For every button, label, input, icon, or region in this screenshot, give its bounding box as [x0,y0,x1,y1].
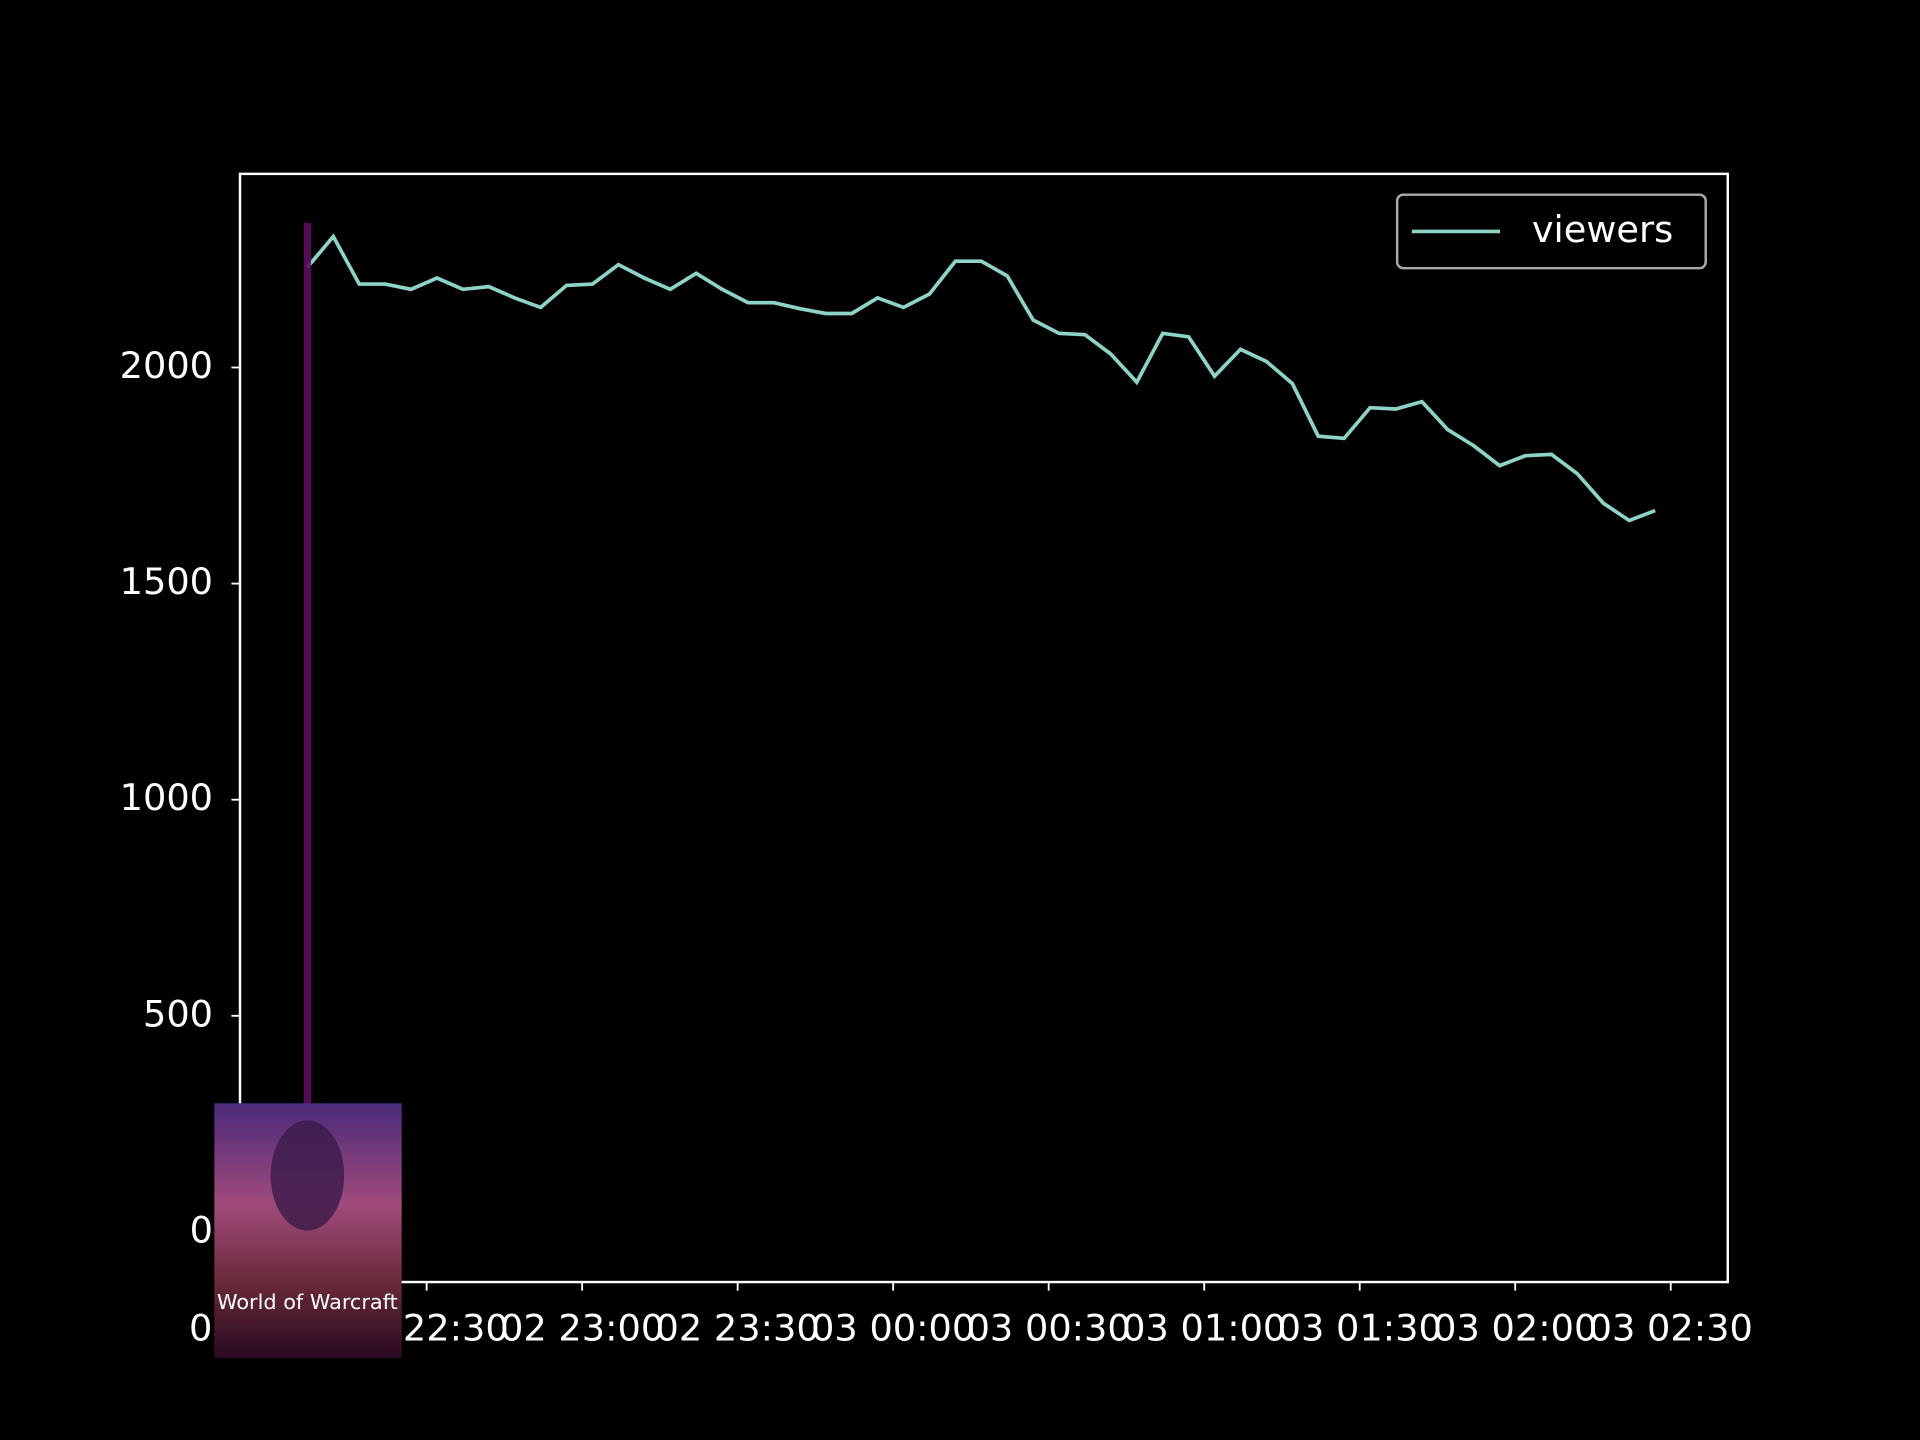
x-tick-label: 03 02:30 [1589,1306,1753,1349]
x-tick-label: 03 01:30 [1278,1306,1442,1349]
y-tick-label: 2000 [120,344,213,387]
annotation-label: World of Warcraft [217,1290,398,1314]
legend-label: viewers [1532,208,1673,251]
x-tick-label: 02 23:30 [656,1306,820,1349]
x-tick-label: 03 01:00 [1122,1306,1286,1349]
y-tick-label: 1500 [120,560,213,603]
line [305,233,1656,523]
cover-figure [270,1120,345,1231]
y-tick-label: 500 [143,992,213,1035]
x-tick-label: 03 00:00 [811,1306,975,1349]
legend-box [1395,193,1707,270]
y-tick-label: 0 [190,1208,213,1251]
plot-frame [238,172,1729,1284]
x-tick-label: 03 02:00 [1433,1306,1597,1349]
x-tick-label: 03 00:30 [967,1306,1131,1349]
x-tick-label: 02 23:00 [500,1306,664,1349]
y-tick-label: 1000 [120,776,213,819]
